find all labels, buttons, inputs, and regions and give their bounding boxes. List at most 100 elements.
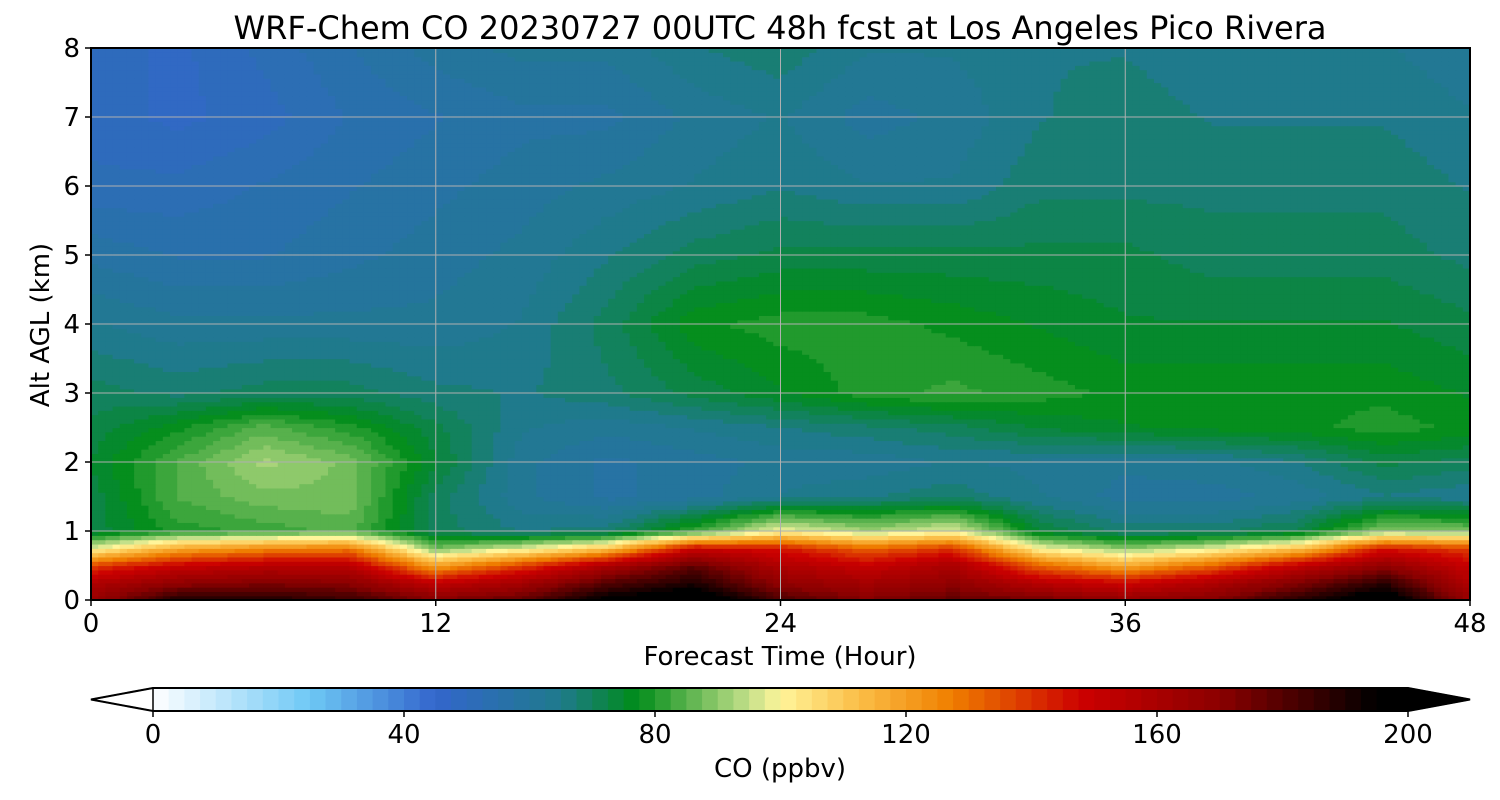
field-cell <box>1204 492 1213 498</box>
field-cell <box>1161 587 1169 592</box>
field-cell <box>665 595 674 600</box>
field-cell <box>1039 513 1047 519</box>
field-cell <box>1419 505 1428 511</box>
field-cell <box>1082 574 1090 580</box>
field-cell <box>442 518 451 523</box>
field-cell <box>845 522 853 528</box>
field-cell <box>1376 531 1385 536</box>
field-cell <box>378 513 387 519</box>
field-cell <box>758 535 767 541</box>
field-cell <box>1362 526 1371 532</box>
field-cell <box>1168 561 1177 567</box>
field-cell <box>952 595 961 600</box>
field-cell <box>1369 543 1378 549</box>
field-cell <box>1139 526 1148 532</box>
field-cell <box>1347 587 1356 592</box>
field-cell <box>1232 582 1241 588</box>
field-cell <box>723 535 731 541</box>
field-cell <box>256 574 264 580</box>
field-cell <box>873 587 882 592</box>
field-cell <box>363 496 372 502</box>
field-cell <box>665 574 674 580</box>
field-cell <box>881 548 889 554</box>
field-cell <box>1197 548 1205 554</box>
field-cell <box>1103 522 1112 528</box>
field-cell <box>960 522 968 528</box>
field-cell <box>931 587 940 592</box>
field-cell <box>866 487 875 493</box>
field-cell <box>902 587 911 592</box>
field-cell <box>823 492 832 498</box>
field-cell <box>414 487 422 493</box>
field-cell <box>758 591 767 597</box>
field-cell <box>873 595 882 600</box>
field-cell <box>1211 582 1220 588</box>
field-cell <box>967 578 976 584</box>
field-cell <box>909 552 918 558</box>
field-cell <box>299 487 308 493</box>
field-cell <box>866 543 875 549</box>
field-cell <box>378 556 387 562</box>
field-cell <box>888 509 897 515</box>
field-cell <box>328 518 336 523</box>
field-cell <box>565 500 573 506</box>
field-cell <box>464 591 473 597</box>
field-cell <box>1426 578 1435 584</box>
field-cell <box>809 539 818 545</box>
field-cell <box>744 578 753 584</box>
field-cell <box>471 492 480 498</box>
field-cell <box>1419 552 1428 558</box>
field-cell <box>356 591 365 597</box>
field-cell <box>191 556 200 562</box>
field-cell <box>687 539 695 545</box>
field-cell <box>450 513 458 519</box>
field-cell <box>292 561 300 567</box>
field-cell <box>471 543 480 549</box>
field-cell <box>399 500 408 506</box>
field-cell <box>363 552 372 558</box>
field-cell <box>629 509 638 515</box>
field-cell <box>1153 543 1162 549</box>
field-cell <box>1232 552 1241 558</box>
field-cell <box>852 556 861 562</box>
field-cell <box>586 522 595 528</box>
field-cell <box>371 526 379 532</box>
field-cell <box>816 561 825 567</box>
field-cell <box>378 578 387 584</box>
field-cell <box>1355 492 1363 498</box>
field-cell <box>1304 522 1313 528</box>
field-cell <box>407 582 415 588</box>
field-cell <box>708 595 717 600</box>
field-cell <box>708 548 717 554</box>
field-cell <box>1053 587 1062 592</box>
field-cell <box>1376 587 1385 592</box>
field-cell <box>486 543 494 549</box>
field-cell <box>1405 487 1414 493</box>
field-cell <box>809 582 818 588</box>
field-cell <box>773 531 782 536</box>
field-cell <box>694 574 703 580</box>
field-cell <box>687 543 695 549</box>
field-cell <box>98 531 106 536</box>
field-cell <box>881 535 889 541</box>
field-cell <box>536 500 545 506</box>
field-cell <box>694 582 703 588</box>
field-cell <box>687 487 695 493</box>
field-cell <box>1347 552 1356 558</box>
field-cell <box>1024 565 1033 571</box>
field-cell <box>1189 500 1198 506</box>
field-cell <box>299 500 308 506</box>
field-cell <box>715 587 724 592</box>
field-cell <box>1247 509 1256 515</box>
field-cell <box>1455 531 1464 536</box>
field-cell <box>1161 548 1169 554</box>
field-cell <box>1182 492 1191 498</box>
field-cell <box>1290 574 1299 580</box>
field-cell <box>1462 582 1470 588</box>
field-cell <box>1340 582 1349 588</box>
field-cell <box>845 595 853 600</box>
field-cell <box>98 535 106 541</box>
field-cell <box>1139 565 1148 571</box>
field-cell <box>1103 595 1112 600</box>
field-cell <box>1197 522 1205 528</box>
